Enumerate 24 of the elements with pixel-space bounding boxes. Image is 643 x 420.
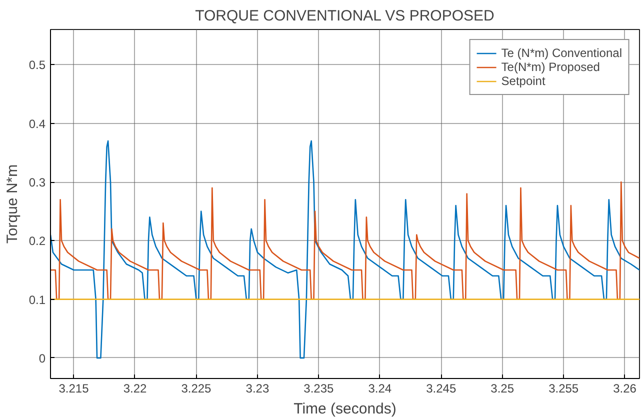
- y-tick-label: 0.4: [28, 116, 46, 131]
- x-axis-title: Time (seconds): [294, 400, 396, 418]
- legend-label: Te(N*m) Proposed: [501, 60, 600, 74]
- x-tick-label: 3.24: [368, 382, 392, 396]
- chart-title: TORQUE CONVENTIONAL VS PROPOSED: [195, 8, 494, 24]
- x-tick-label: 3.225: [181, 382, 212, 396]
- y-tick-label: 0.2: [28, 234, 46, 248]
- y-tick-label: 0.3: [28, 176, 46, 190]
- legend-label: Setpoint: [501, 74, 546, 88]
- x-tick-label: 3.26: [613, 382, 637, 396]
- x-tick-label: 3.215: [58, 382, 90, 396]
- x-tick-label: 3.255: [548, 382, 579, 396]
- y-tick-label: 0: [38, 351, 46, 366]
- legend-label: Te (N*m) Conventional: [501, 46, 622, 60]
- x-tick-label: 3.22: [123, 382, 147, 396]
- x-tick-label: 3.25: [490, 382, 514, 396]
- x-tick-label: 3.245: [426, 382, 456, 396]
- y-axis-title: Torque N*m: [4, 164, 21, 244]
- x-tick-label: 3.23: [246, 382, 270, 396]
- line-series: [50, 140, 640, 359]
- y-tick-label: 0.5: [28, 58, 46, 72]
- line-series: [50, 181, 640, 300]
- y-tick-label: 0.1: [28, 292, 46, 307]
- x-tick-label: 3.235: [304, 382, 334, 396]
